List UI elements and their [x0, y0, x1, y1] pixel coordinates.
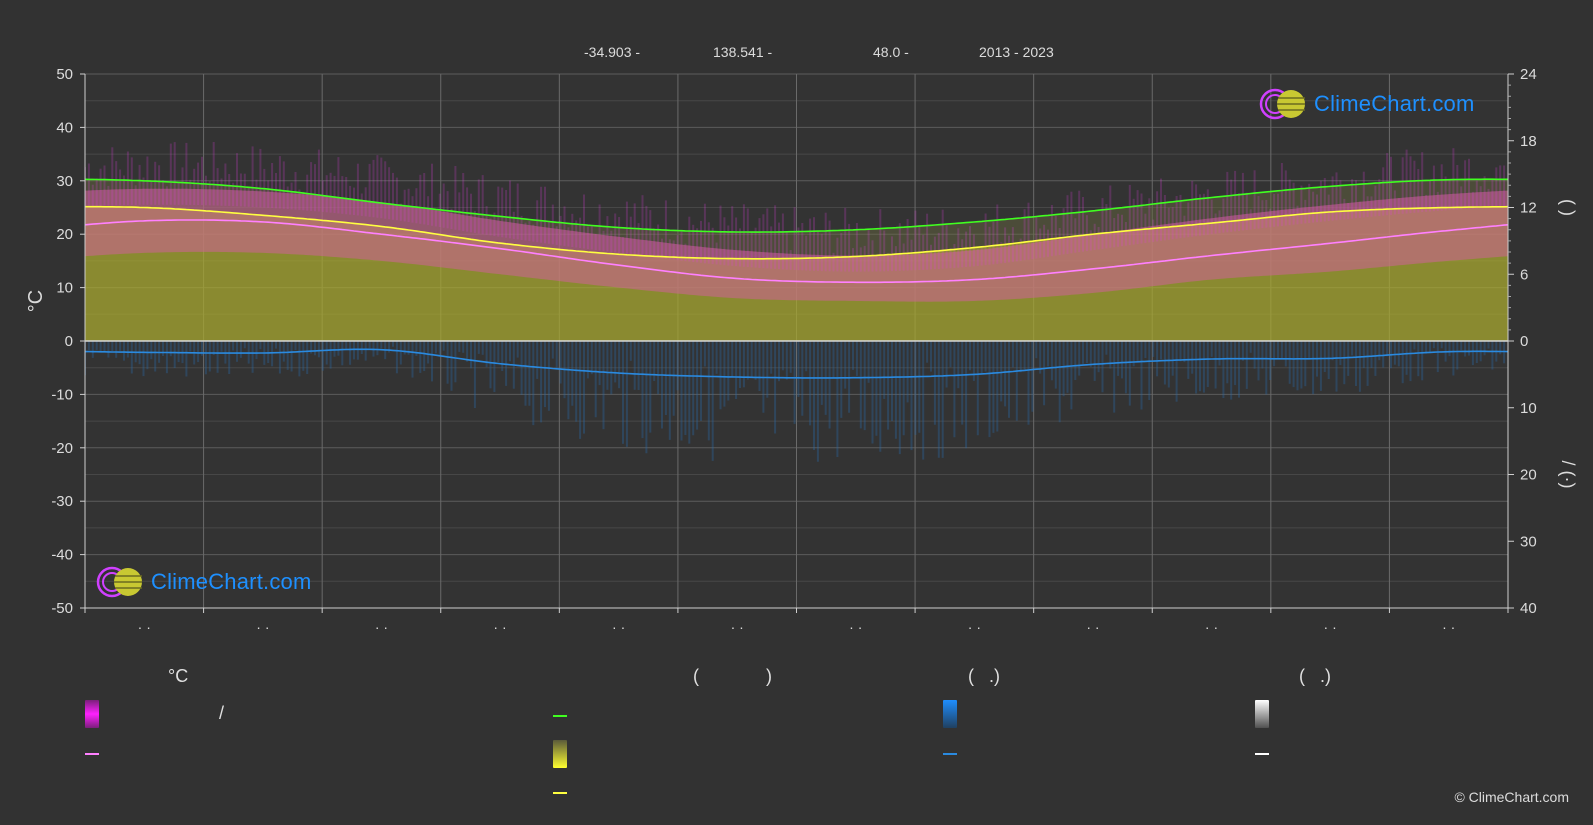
right-tick-label: 10 [1520, 400, 1537, 417]
left-tick-label: -20 [51, 440, 73, 457]
x-tick-label: · · [1442, 619, 1455, 635]
longitude-label: 138.541 - [713, 44, 773, 60]
right-tick-label: 40 [1520, 600, 1537, 617]
left-tick-label: 0 [65, 333, 73, 350]
legend-sunshine-line [553, 792, 567, 794]
x-tick-label: · · [256, 619, 269, 635]
left-tick-label: 30 [56, 173, 73, 190]
logo-top: ClimeChart.com [1258, 87, 1475, 121]
left-tick-label: -50 [51, 600, 73, 617]
x-tick-label: · · [138, 619, 151, 635]
right-tick-label: 6 [1520, 266, 1528, 283]
data-lines [85, 178, 1508, 379]
legend-temp-range-swatch [85, 700, 99, 728]
data-bands [85, 142, 1508, 462]
right-tick-label: 20 [1520, 467, 1537, 484]
left-tick-label: 10 [56, 280, 73, 297]
legend-snow-line [1255, 753, 1269, 755]
logo-icon [1258, 87, 1308, 121]
left-tick-label: -40 [51, 547, 73, 564]
logo-text: ClimeChart.com [1314, 91, 1475, 116]
x-tick-label: · · [1086, 619, 1099, 635]
legend-slash: / [219, 703, 225, 723]
period-label: 2013 - 2023 [979, 44, 1054, 60]
precipitation-line [85, 348, 1508, 379]
legend-rain-swatch [943, 700, 957, 728]
x-tick-label: · · [1205, 619, 1218, 635]
x-tick-label: · · [849, 619, 862, 635]
left-tick-label: 50 [56, 66, 73, 83]
x-tick-label: · · [612, 619, 625, 635]
right-tick-label: 18 [1520, 133, 1537, 150]
x-tick-label: · · [375, 619, 388, 635]
left-tick-label: 20 [56, 226, 73, 243]
right-axis-label-top: ( ) [1558, 199, 1578, 216]
left-tick-label: -30 [51, 493, 73, 510]
legend-rain-header: ( .) [968, 666, 1000, 686]
right-axis-label-bottom: / (·) [1558, 461, 1578, 489]
sunshine-line [85, 205, 1508, 260]
legend-daily-mean-line [85, 753, 99, 755]
daylight-line [85, 178, 1508, 233]
logo-bottom: ClimeChart.com [95, 565, 312, 599]
x-tick-label: · · [968, 619, 981, 635]
right-tick-label: 24 [1520, 66, 1537, 83]
left-axis-label: °C [25, 290, 47, 312]
legend-sun-header-open: ( [693, 666, 699, 686]
legend-sun-header-close: ) [766, 666, 772, 686]
right-tick-label: 12 [1520, 200, 1537, 217]
right-tick-label: 0 [1520, 333, 1528, 350]
left-tick-label: 40 [56, 119, 73, 136]
x-tick-label: · · [1324, 619, 1337, 635]
legend-sunshine-swatch [553, 740, 567, 768]
legend-snow-header: ( .) [1299, 666, 1331, 686]
right-tick-label: 30 [1520, 533, 1537, 550]
x-tick-label: · · [493, 619, 506, 635]
elevation-label: 48.0 - [873, 44, 909, 60]
legend-snow-swatch [1255, 700, 1269, 728]
left-tick-label: -10 [51, 386, 73, 403]
logo-icon [95, 565, 145, 599]
latitude-label: -34.903 - [584, 44, 641, 60]
axes: 50 40 30 20 10 0 -10 -20 -30 -40 -50 °C 24 18 12 6 0 10 20… [25, 66, 1578, 635]
legend-rain-line [943, 753, 957, 755]
copyright: © ClimeChart.com [1454, 789, 1569, 805]
legend-daylight-line [553, 715, 567, 717]
logo-text: ClimeChart.com [151, 569, 312, 594]
legend-temp-header: °C [168, 666, 189, 686]
daily-mean-line [85, 219, 1508, 284]
temperature-range-area [85, 188, 1508, 302]
x-tick-label: · · [731, 619, 744, 635]
